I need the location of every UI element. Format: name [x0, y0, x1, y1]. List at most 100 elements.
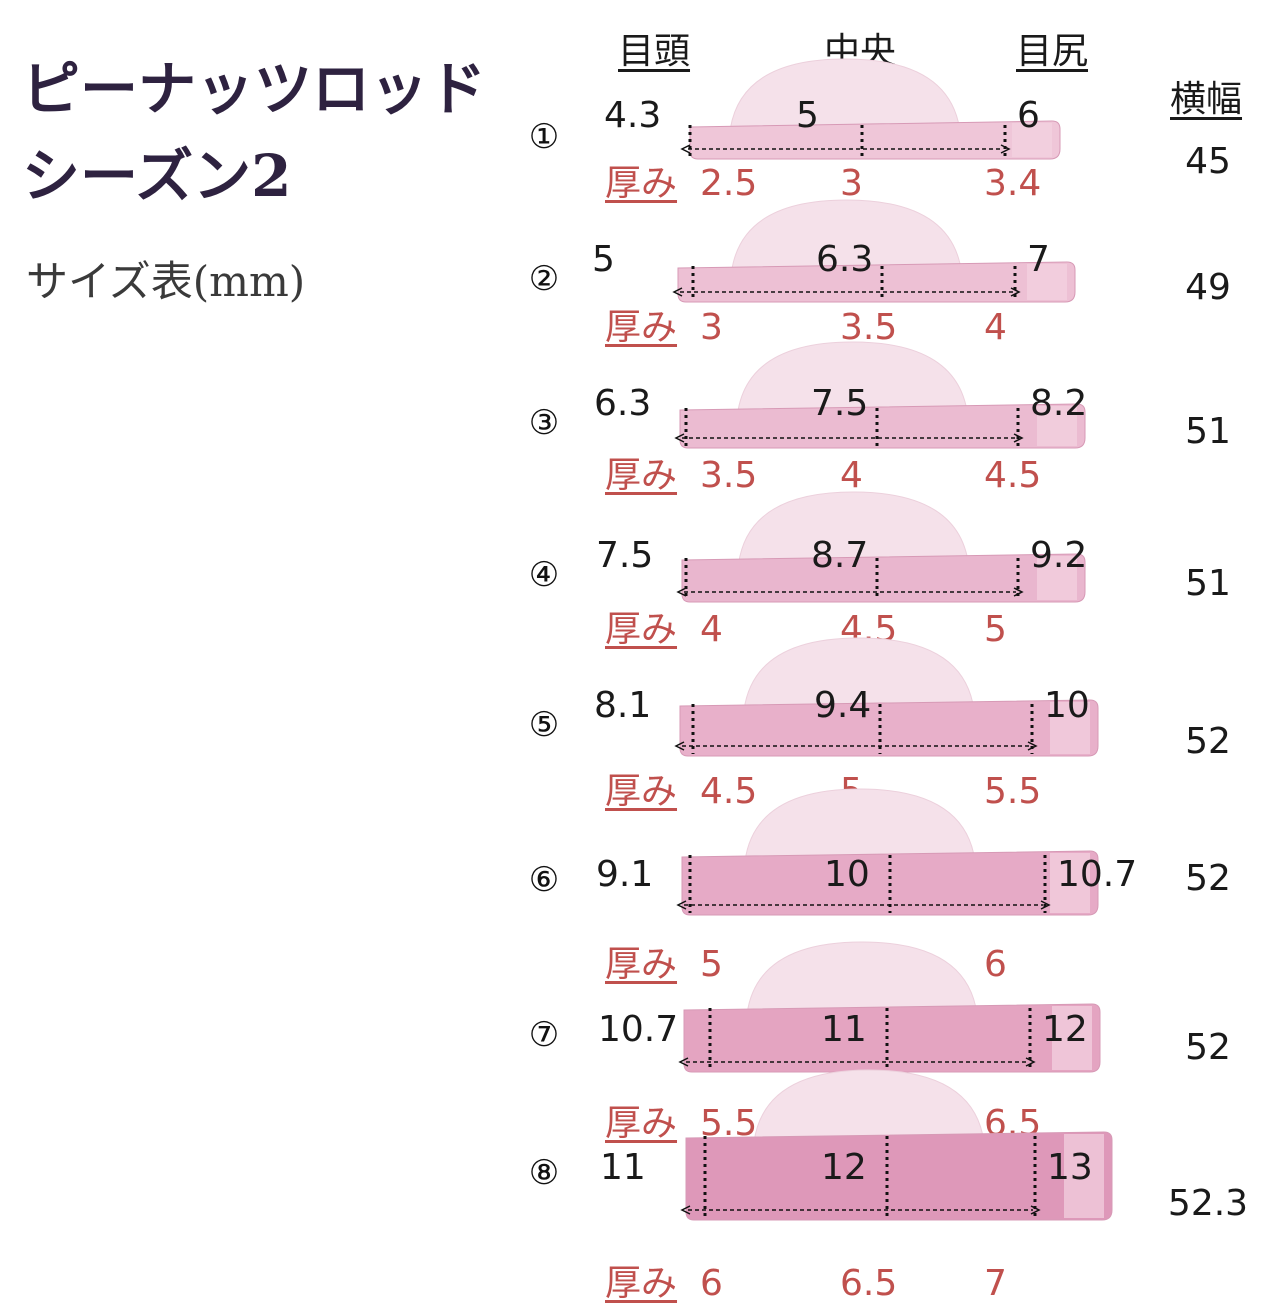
rod-end-cap — [1052, 1006, 1092, 1070]
rod-body — [685, 1131, 1113, 1221]
arrow-head-right — [1000, 144, 1011, 154]
head-thickness-value: 5.5 — [700, 1103, 758, 1144]
center-thickness-value: 3.5 — [840, 307, 898, 348]
rod-shield — [736, 341, 969, 415]
tail-thickness-value: 5 — [984, 609, 1007, 650]
thickness-label: 厚み — [605, 771, 678, 812]
rod-number: ⑦ — [528, 1015, 560, 1055]
rod-body — [681, 553, 1086, 603]
rod-row-3: ③ 6.3 7.5 8.2 厚み 3.5 4 4.5 51 — [0, 341, 1280, 528]
rod-end-cap — [1037, 556, 1077, 600]
tail-diameter-value: 10.7 — [1057, 854, 1138, 895]
head-diameter-value: 9.1 — [596, 854, 654, 895]
thickness-label: 厚み — [605, 455, 678, 496]
rod-shield — [729, 58, 961, 132]
rod-end-cap — [1064, 1134, 1104, 1218]
rod-width-value: 51 — [1185, 411, 1231, 452]
tail-thickness-value: 4.5 — [984, 455, 1042, 496]
rod-number: ③ — [528, 403, 560, 443]
rod-width-value: 52 — [1185, 858, 1231, 899]
thickness-label: 厚み — [605, 307, 678, 348]
thickness-label: 厚み — [605, 1103, 678, 1144]
rod-number: ② — [528, 259, 560, 299]
center-diameter-value: 9.4 — [814, 685, 872, 726]
tail-thickness-value: 4 — [984, 307, 1007, 348]
rod-number: ⑤ — [528, 705, 560, 745]
arrow-head-left — [678, 1057, 689, 1067]
rod-number: ④ — [528, 555, 560, 595]
rod-row-8: ⑧ 11 12 13 厚み 6 6.5 7 52.3 — [0, 1069, 1280, 1302]
arrow-head-right — [1013, 587, 1024, 597]
rod-image-8 — [680, 1069, 1113, 1221]
arrow-head-left — [672, 287, 683, 297]
head-diameter-value: 11 — [600, 1147, 646, 1188]
center-thickness-value: 4 — [840, 455, 863, 496]
center-diameter-value: 5 — [796, 95, 819, 136]
rod-number: ① — [528, 117, 560, 157]
rod-end-cap — [1050, 702, 1090, 754]
head-thickness-value: 2.5 — [700, 163, 758, 204]
rod-width-value: 49 — [1185, 267, 1231, 308]
head-diameter-value: 6.3 — [594, 383, 652, 424]
tail-diameter-value: 8.2 — [1030, 383, 1088, 424]
head-diameter-value: 5 — [592, 239, 615, 280]
tail-diameter-value: 9.2 — [1030, 535, 1088, 576]
tail-diameter-value: 13 — [1047, 1147, 1093, 1188]
center-thickness-value: 6.5 — [840, 1263, 898, 1304]
rod-end-cap — [1050, 853, 1090, 913]
head-thickness-value: 3 — [700, 307, 723, 348]
center-diameter-value: 8.7 — [811, 535, 869, 576]
head-diameter-value: 10.7 — [598, 1009, 679, 1050]
rod-shield — [737, 491, 970, 565]
rod-row-4: ④ 7.5 8.7 9.2 厚み 4 4.5 5 51 — [0, 491, 1280, 680]
tail-diameter-value: 6 — [1017, 95, 1040, 136]
rod-image-3 — [674, 341, 1086, 449]
tail-thickness-value: 5.5 — [984, 771, 1042, 812]
rod-end-cap — [1027, 264, 1067, 300]
rod-end-cap — [1037, 406, 1077, 446]
arrow-head-right — [1030, 1205, 1041, 1215]
head-thickness-value: 6 — [700, 1263, 723, 1304]
rod-width-value: 45 — [1185, 141, 1231, 182]
rod-image-6 — [676, 788, 1099, 916]
head-diameter-value: 8.1 — [594, 685, 652, 726]
rod-width-value: 52.3 — [1167, 1183, 1249, 1224]
column-header-head: 目頭 — [618, 31, 691, 72]
arrow-head-left — [680, 1205, 691, 1215]
rod-number: ⑧ — [528, 1153, 560, 1193]
rod-image-7 — [678, 941, 1101, 1073]
rod-width-value: 51 — [1185, 563, 1231, 604]
rod-body — [679, 403, 1086, 449]
head-thickness-value: 4.5 — [700, 771, 758, 812]
center-thickness-value: 3 — [840, 163, 863, 204]
title-line-1: ピーナッツロッド — [22, 55, 487, 123]
rod-end-cap — [1012, 123, 1052, 157]
arrow-head-right — [1025, 1057, 1036, 1067]
tail-thickness-value: 3.4 — [984, 163, 1042, 204]
tail-diameter-value: 12 — [1042, 1009, 1088, 1050]
rod-width-value: 52 — [1185, 1027, 1231, 1068]
rod-width-value: 52 — [1185, 721, 1231, 762]
rod-shield — [746, 941, 978, 1015]
head-thickness-value: 3.5 — [700, 455, 758, 496]
column-header-tail: 目尻 — [1016, 31, 1089, 72]
rod-row-2: ② 5 6.3 7 厚み 3 3.5 4 49 — [0, 199, 1280, 384]
arrow-head-left — [680, 144, 691, 154]
rod-image-5 — [674, 637, 1099, 757]
head-diameter-value: 4.3 — [604, 95, 662, 136]
arrow-head-left — [674, 433, 685, 443]
tail-thickness-value: 6 — [984, 944, 1007, 985]
rod-shield — [743, 637, 975, 711]
tail-diameter-value: 10 — [1044, 685, 1090, 726]
arrow-head-right — [1010, 287, 1021, 297]
rod-image-1 — [680, 58, 1061, 160]
rod-shield — [744, 788, 976, 862]
center-diameter-value: 12 — [821, 1147, 867, 1188]
thickness-label: 厚み — [605, 163, 678, 204]
arrow-head-right — [1027, 741, 1038, 751]
rod-body — [679, 699, 1099, 757]
center-diameter-value: 11 — [821, 1009, 867, 1050]
tail-thickness-value: 7 — [984, 1263, 1007, 1304]
